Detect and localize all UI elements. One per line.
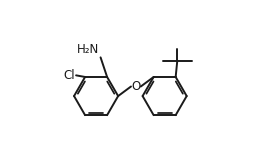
Text: O: O: [131, 80, 140, 93]
Text: Cl: Cl: [63, 69, 75, 82]
Text: H₂N: H₂N: [77, 43, 99, 56]
